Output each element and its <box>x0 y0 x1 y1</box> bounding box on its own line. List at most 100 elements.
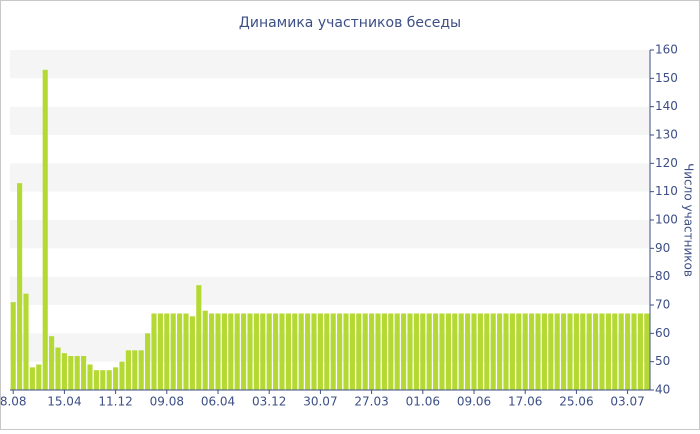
y-tick-label: 130 <box>655 128 678 142</box>
bar <box>247 313 253 390</box>
y-axis-label: Число участников <box>682 163 696 277</box>
bar <box>586 313 592 390</box>
bar <box>183 313 189 390</box>
bar <box>362 313 368 390</box>
bar <box>87 364 93 390</box>
bar <box>381 313 387 390</box>
bar <box>522 313 528 390</box>
bar <box>471 313 477 390</box>
y-tick-label: 150 <box>655 71 678 85</box>
bar <box>330 313 336 390</box>
bar <box>433 313 439 390</box>
bar <box>605 313 611 390</box>
x-tick-label: 8.08 <box>0 395 27 409</box>
bar <box>420 313 426 390</box>
bar <box>439 313 445 390</box>
y-tick-label: 50 <box>655 354 670 368</box>
y-tick-label: 40 <box>655 383 670 397</box>
bar <box>343 313 349 390</box>
y-tick-label: 60 <box>655 326 670 340</box>
bar <box>625 313 631 390</box>
bar <box>465 313 471 390</box>
x-tick-label: 03.07 <box>610 395 644 409</box>
chart-title: Динамика участников беседы <box>239 15 461 31</box>
bar <box>503 313 509 390</box>
bar <box>529 313 535 390</box>
y-tick-label: 80 <box>655 269 670 283</box>
y-tick-label: 140 <box>655 99 678 113</box>
bar <box>234 313 240 390</box>
bar <box>145 333 151 390</box>
bar <box>375 313 381 390</box>
bar <box>644 313 650 390</box>
bar <box>132 350 138 390</box>
bar <box>10 302 16 390</box>
bar <box>164 313 170 390</box>
bar <box>305 313 311 390</box>
bar <box>337 313 343 390</box>
bar <box>407 313 413 390</box>
bar <box>497 313 503 390</box>
bar <box>394 313 400 390</box>
bar <box>388 313 394 390</box>
bar <box>548 313 554 390</box>
bar <box>266 313 272 390</box>
bar <box>445 313 451 390</box>
x-tick-label: 03.12 <box>252 395 286 409</box>
bar <box>279 313 285 390</box>
bar <box>151 313 157 390</box>
x-tick-label: 11.12 <box>98 395 132 409</box>
y-tick-label: 120 <box>655 156 678 170</box>
bar <box>567 313 573 390</box>
bar <box>189 316 195 390</box>
bar <box>516 313 522 390</box>
bar <box>292 313 298 390</box>
bar <box>29 367 35 390</box>
bar <box>490 313 496 390</box>
bar <box>215 313 221 390</box>
bar <box>61 353 67 390</box>
bar <box>119 361 125 390</box>
y-tick-label: 160 <box>655 43 678 57</box>
bar <box>68 356 74 390</box>
grid-band <box>10 163 650 192</box>
bar <box>477 313 483 390</box>
bar <box>100 370 106 390</box>
x-tick-label: 17.06 <box>508 395 542 409</box>
bar <box>209 313 215 390</box>
bar <box>113 367 119 390</box>
x-tick-label: 09.08 <box>150 395 184 409</box>
bar <box>221 313 227 390</box>
bar <box>253 313 259 390</box>
bar <box>106 370 112 390</box>
bar <box>401 313 407 390</box>
bar <box>196 285 202 390</box>
bar <box>36 364 42 390</box>
bar <box>356 313 362 390</box>
bar <box>42 69 48 390</box>
grid-band <box>10 220 650 249</box>
bar <box>311 313 317 390</box>
bar <box>458 313 464 390</box>
bar <box>369 313 375 390</box>
bar <box>298 313 304 390</box>
x-tick-label: 30.07 <box>303 395 337 409</box>
x-tick-label: 01.06 <box>406 395 440 409</box>
bar <box>349 313 355 390</box>
bar <box>241 313 247 390</box>
x-tick-label: 06.04 <box>201 395 235 409</box>
bar <box>561 313 567 390</box>
y-tick-label: 100 <box>655 213 678 227</box>
bar <box>452 313 458 390</box>
bar <box>260 313 266 390</box>
bar <box>612 313 618 390</box>
bar <box>631 313 637 390</box>
bar <box>426 313 432 390</box>
x-tick-label: 25.06 <box>559 395 593 409</box>
bar <box>618 313 624 390</box>
bar <box>317 313 323 390</box>
grid-band <box>10 50 650 79</box>
bar <box>580 313 586 390</box>
bar <box>228 313 234 390</box>
